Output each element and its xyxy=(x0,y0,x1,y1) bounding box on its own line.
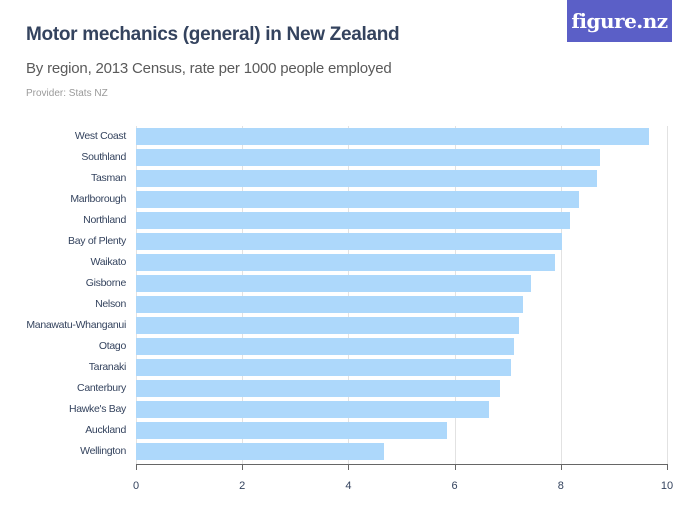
gridline xyxy=(667,126,668,464)
gridline xyxy=(136,126,137,464)
bar-row: Southland xyxy=(0,147,700,168)
category-label: Auckland xyxy=(85,424,126,436)
bar-row: Hawke's Bay xyxy=(0,399,700,420)
chart-title: Motor mechanics (general) in New Zealand xyxy=(26,24,400,45)
bar[interactable] xyxy=(136,338,515,355)
bar[interactable] xyxy=(136,296,524,313)
gridline xyxy=(348,126,350,464)
category-label: Bay of Plenty xyxy=(68,235,126,247)
category-label: Waikato xyxy=(90,256,127,268)
bar[interactable] xyxy=(136,317,519,334)
bar-row: Manawatu-Whanganui xyxy=(0,315,700,336)
bar[interactable] xyxy=(136,359,511,376)
category-label: Hawke's Bay xyxy=(68,403,126,415)
bar[interactable] xyxy=(136,128,650,145)
bar[interactable] xyxy=(136,170,597,187)
x-tick-label: 2 xyxy=(239,480,246,492)
bar[interactable] xyxy=(136,191,579,208)
x-tick-label: 6 xyxy=(451,480,458,492)
bar-row: Tasman xyxy=(0,168,700,189)
category-label: Southland xyxy=(81,151,126,163)
category-label: West Coast xyxy=(74,130,126,142)
x-tick xyxy=(242,464,244,470)
x-tick xyxy=(560,464,562,470)
category-label: Gisborne xyxy=(85,277,127,289)
chart-subtitle: By region, 2013 Census, rate per 1000 pe… xyxy=(26,60,392,77)
bar-row: Canterbury xyxy=(0,378,700,399)
bar-row: Auckland xyxy=(0,420,700,441)
gridline xyxy=(242,126,244,464)
category-label: Nelson xyxy=(95,298,126,310)
category-label: Northland xyxy=(83,214,126,226)
x-tick xyxy=(454,464,456,470)
category-label: Canterbury xyxy=(77,382,126,394)
x-tick xyxy=(348,464,350,470)
x-tick-label: 0 xyxy=(132,480,140,492)
x-axis xyxy=(136,464,667,465)
bar-row: Bay of Plenty xyxy=(0,231,700,252)
category-label: Otago xyxy=(98,340,126,352)
bar[interactable] xyxy=(136,380,500,397)
x-tick xyxy=(667,464,668,470)
bar-row: Nelson xyxy=(0,294,700,315)
category-label: Taranaki xyxy=(88,361,127,373)
x-tick-label: 4 xyxy=(345,480,352,492)
x-tick xyxy=(136,464,137,470)
gridline xyxy=(560,126,562,464)
bar[interactable] xyxy=(136,275,532,292)
gridline xyxy=(454,126,456,464)
bar[interactable] xyxy=(136,149,601,166)
bar[interactable] xyxy=(136,254,555,271)
bar-row: Marlborough xyxy=(0,189,700,210)
bar-row: Waikato xyxy=(0,252,700,273)
bar-row: Wellington xyxy=(0,441,700,462)
provider-label: Provider: Stats NZ xyxy=(26,88,108,99)
bar[interactable] xyxy=(136,401,490,418)
category-label: Manawatu-Whanganui xyxy=(26,319,126,331)
bar-row: Otago xyxy=(0,336,700,357)
bar-row: West Coast xyxy=(0,126,700,147)
bar[interactable] xyxy=(136,443,384,460)
bar[interactable] xyxy=(136,233,562,250)
figure-nz-logo[interactable]: figure.nz xyxy=(567,0,672,42)
category-label: Tasman xyxy=(91,172,126,184)
x-tick-label: 8 xyxy=(557,480,564,492)
bar[interactable] xyxy=(136,422,448,439)
category-label: Marlborough xyxy=(70,193,126,205)
plot-area: West Coast Southland Tasman Marlborough Nort… xyxy=(26,126,668,464)
category-label: Wellington xyxy=(80,445,126,457)
bar-row: Taranaki xyxy=(0,357,700,378)
x-tick-label: 10 xyxy=(660,480,674,492)
bar-row: Northland xyxy=(0,210,700,231)
bar-row: Gisborne xyxy=(0,273,700,294)
bar[interactable] xyxy=(136,212,570,229)
